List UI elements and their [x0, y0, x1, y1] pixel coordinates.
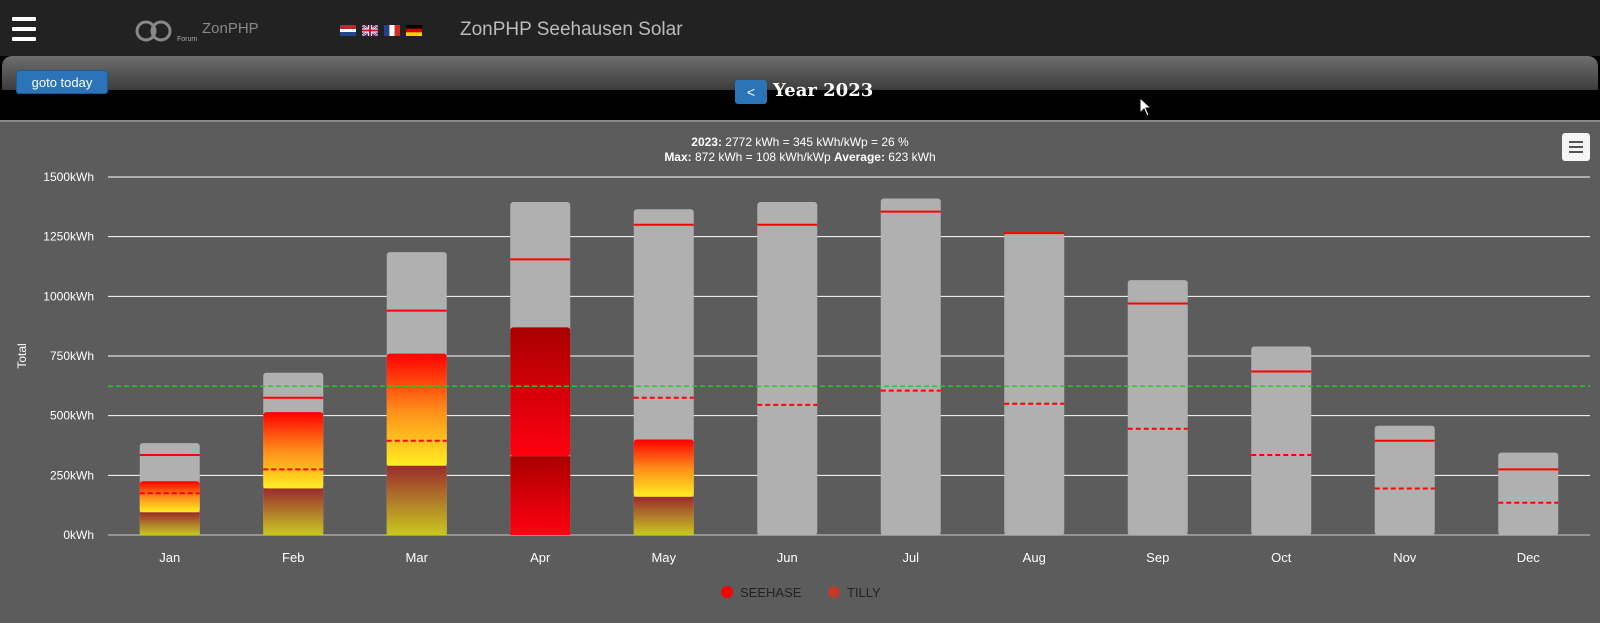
navigation-bar	[0, 56, 1600, 120]
year-title: Year 2023	[773, 80, 874, 101]
top-bar: Forum ZonPHP ZonPHP Seehausen Solar	[0, 0, 1600, 56]
chart-panel	[0, 120, 1600, 623]
navbar-gradient	[2, 56, 1598, 90]
language-selector	[340, 25, 422, 36]
goto-today-button[interactable]: goto today	[16, 70, 108, 94]
site-title: ZonPHP Seehausen Solar	[460, 19, 683, 40]
logo-sub: Forum	[177, 36, 198, 43]
nl-flag-icon[interactable]	[340, 25, 356, 36]
fr-flag-icon[interactable]	[384, 25, 400, 36]
chart-context-menu-icon[interactable]	[1562, 133, 1590, 161]
menu-icon[interactable]	[12, 17, 36, 43]
previous-year-button[interactable]: <	[735, 80, 767, 104]
gb-flag-icon[interactable]	[362, 25, 378, 36]
logo[interactable]: Forum ZonPHP	[134, 14, 264, 48]
mouse-cursor-icon	[1139, 97, 1153, 117]
de-flag-icon[interactable]	[406, 25, 422, 36]
logo-text: ZonPHP	[202, 20, 259, 37]
logo-icon	[135, 20, 172, 42]
